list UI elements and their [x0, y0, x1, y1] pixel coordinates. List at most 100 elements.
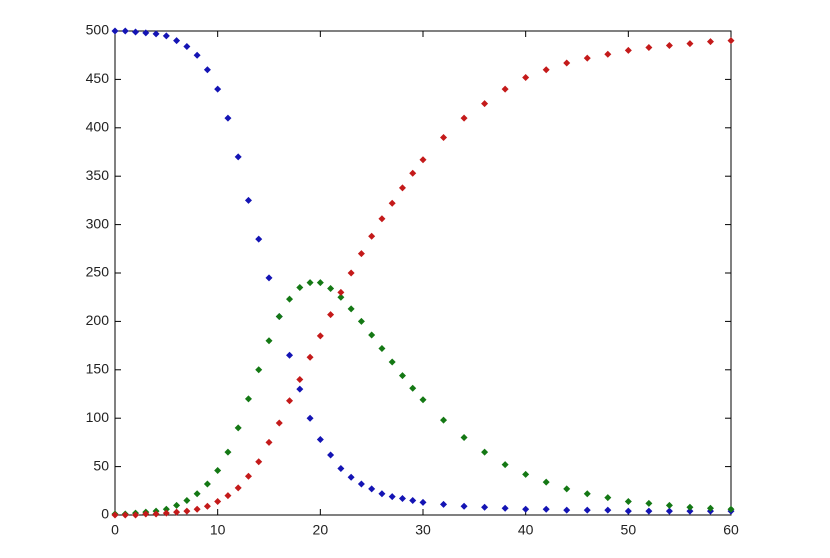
point	[604, 50, 612, 58]
point	[296, 375, 304, 383]
y-tick-label: 450	[86, 70, 110, 86]
point	[286, 397, 294, 405]
point	[378, 345, 386, 353]
x-tick-label: 20	[313, 522, 329, 538]
point	[296, 284, 304, 292]
point	[152, 510, 160, 518]
y-tick-label: 350	[86, 167, 110, 183]
point	[111, 27, 119, 35]
point	[563, 59, 571, 67]
x-tick-label: 60	[723, 522, 739, 538]
point	[306, 353, 314, 361]
point	[203, 502, 211, 510]
y-tick-label: 0	[101, 506, 109, 522]
point	[275, 419, 283, 427]
point	[727, 505, 735, 513]
point	[481, 448, 489, 456]
y-tick-label: 300	[86, 215, 110, 231]
point	[296, 385, 304, 393]
point	[665, 507, 673, 515]
point	[121, 511, 129, 519]
point	[460, 114, 468, 122]
point	[286, 295, 294, 303]
point	[388, 493, 396, 501]
point	[388, 199, 396, 207]
point	[327, 311, 335, 319]
point	[347, 473, 355, 481]
point	[203, 66, 211, 74]
point	[398, 184, 406, 192]
point	[183, 42, 191, 50]
point	[645, 43, 653, 51]
x-tick-label: 30	[415, 522, 431, 538]
point	[665, 501, 673, 509]
point	[357, 250, 365, 258]
point	[501, 504, 509, 512]
y-tick-label: 500	[86, 22, 110, 38]
point	[563, 485, 571, 493]
point	[686, 507, 694, 515]
point	[347, 305, 355, 313]
point	[409, 384, 417, 392]
point	[316, 435, 324, 443]
point	[316, 332, 324, 340]
point	[563, 506, 571, 514]
point	[337, 293, 345, 301]
point	[121, 27, 129, 35]
point	[173, 37, 181, 45]
point	[173, 508, 181, 516]
point	[481, 503, 489, 511]
y-tick-label: 250	[86, 264, 110, 280]
point	[460, 434, 468, 442]
point	[244, 472, 252, 480]
point	[686, 503, 694, 511]
point	[368, 232, 376, 240]
x-tick-label: 50	[621, 522, 637, 538]
point	[522, 505, 530, 513]
point	[440, 416, 448, 424]
point	[224, 114, 232, 122]
point	[265, 438, 273, 446]
point	[111, 511, 119, 519]
point	[203, 480, 211, 488]
point	[183, 507, 191, 515]
x-tick-label: 0	[111, 522, 119, 538]
point	[542, 66, 550, 74]
point	[234, 484, 242, 492]
point	[234, 424, 242, 432]
point	[645, 499, 653, 507]
point	[583, 490, 591, 498]
point	[244, 196, 252, 204]
point	[368, 485, 376, 493]
point	[214, 85, 222, 93]
point	[542, 478, 550, 486]
point	[686, 40, 694, 48]
point	[388, 358, 396, 366]
point	[460, 502, 468, 510]
point	[193, 505, 201, 513]
point	[132, 511, 140, 519]
point	[142, 29, 150, 37]
point	[624, 507, 632, 515]
point	[132, 28, 140, 36]
x-tick-label: 40	[518, 522, 534, 538]
point	[265, 274, 273, 282]
point	[142, 510, 150, 518]
y-tick-label: 100	[86, 409, 110, 425]
point	[481, 100, 489, 108]
point	[727, 37, 735, 45]
point	[706, 38, 714, 46]
point	[624, 46, 632, 54]
point	[214, 466, 222, 474]
y-tick-label: 400	[86, 119, 110, 135]
point	[162, 32, 170, 40]
point	[357, 317, 365, 325]
point	[398, 495, 406, 503]
y-tick-label: 150	[86, 361, 110, 377]
point	[193, 490, 201, 498]
point	[224, 492, 232, 500]
point	[357, 480, 365, 488]
point	[409, 169, 417, 177]
plot-frame	[114, 30, 732, 516]
